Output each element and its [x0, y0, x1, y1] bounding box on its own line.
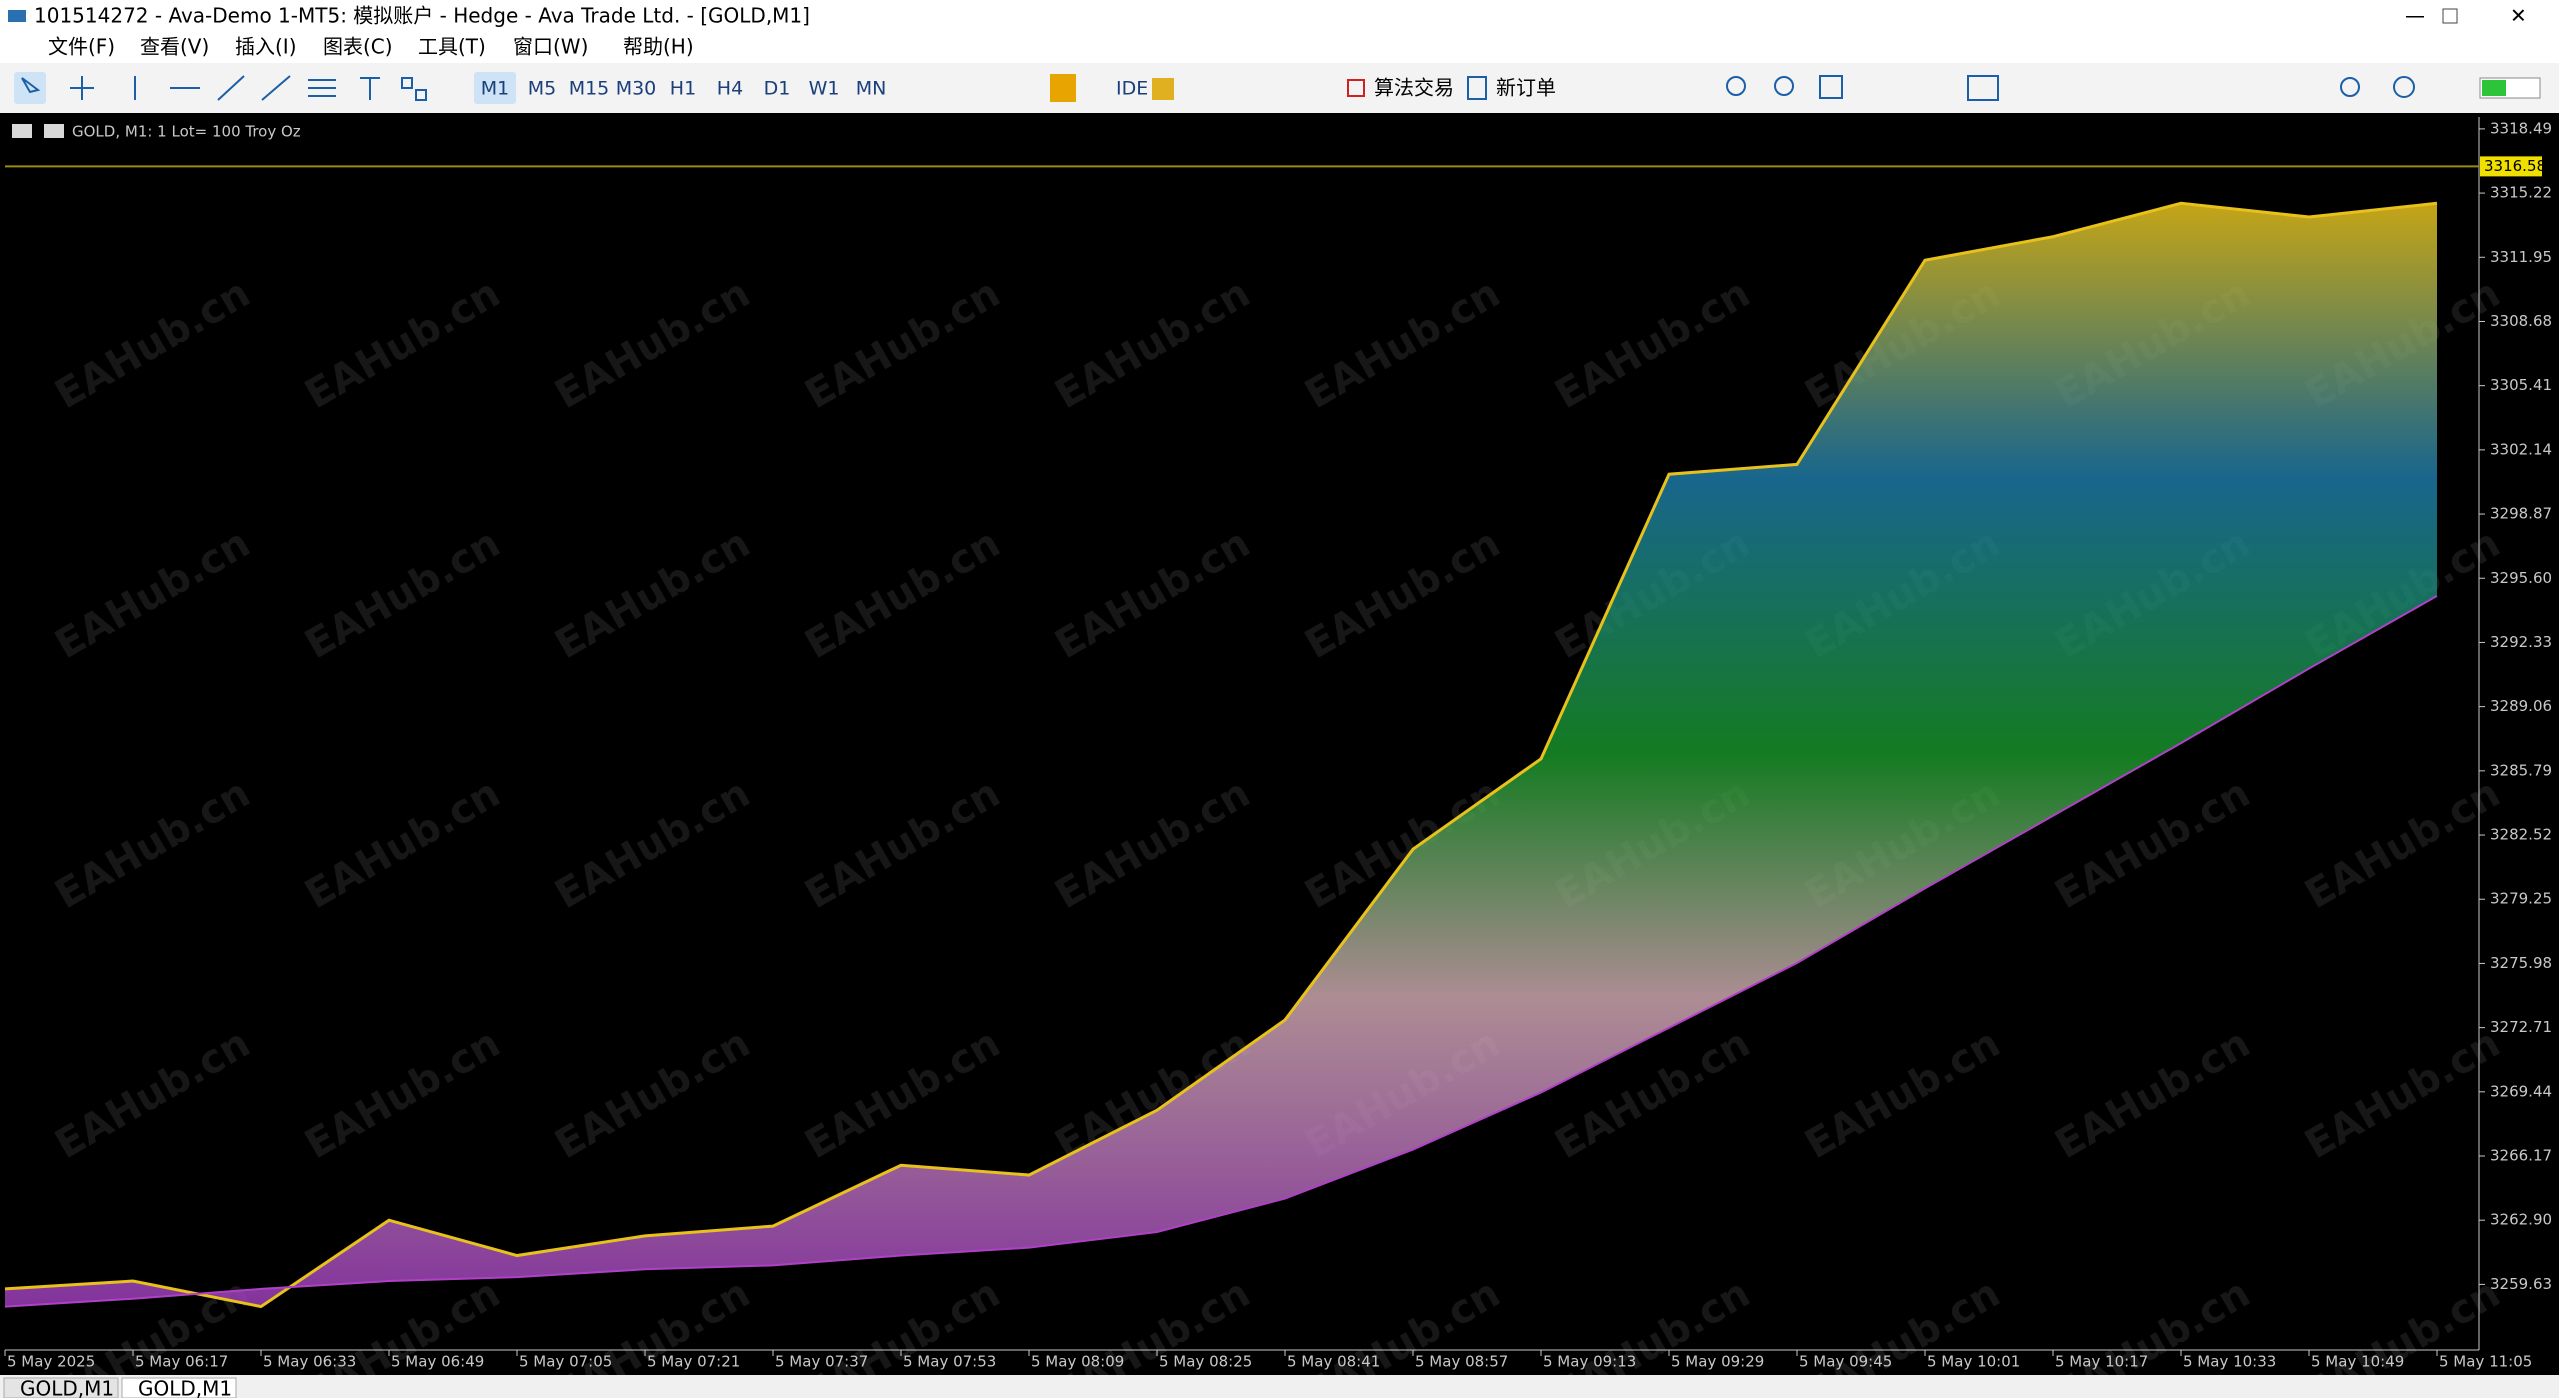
y-tick-label: 3308.68: [2490, 312, 2552, 330]
y-tick-label: 3315.22: [2490, 184, 2552, 202]
y-tick-label: 3305.41: [2490, 376, 2552, 394]
pointer-tool[interactable]: [14, 72, 46, 104]
x-tick-label: 5 May 10:01: [1927, 1353, 2020, 1371]
tab[interactable]: [121, 1377, 237, 1398]
chart-header: GOLD, M1: 1 Lot= 100 Troy Oz: [72, 123, 301, 141]
x-tick-label: 5 May 07:53: [903, 1353, 996, 1371]
price-line: [4, 595, 2438, 1308]
menu-item[interactable]: 查看(V): [140, 35, 209, 59]
timeframe[interactable]: H1: [670, 78, 696, 100]
minimize[interactable]: —: [2405, 4, 2425, 28]
timeframe[interactable]: M5: [528, 78, 556, 100]
algo-icon[interactable]: [1347, 79, 1365, 97]
view-tools: [1726, 75, 2415, 101]
active-timeframe[interactable]: [474, 72, 516, 104]
menu-item[interactable]: 窗口(W): [513, 35, 588, 59]
y-tick-label: 3262.90: [2490, 1211, 2552, 1229]
menu-item[interactable]: 文件(F): [48, 35, 115, 59]
lock-icon[interactable]: [1152, 78, 1174, 100]
x-tick-label: 5 May 07:37: [775, 1353, 868, 1371]
y-tick-label: 3272.71: [2490, 1018, 2552, 1036]
menu-item[interactable]: 工具(T): [418, 35, 486, 59]
app-icon: [8, 10, 26, 22]
y-tick-label: 3266.17: [2490, 1147, 2552, 1165]
price-line: [4, 201, 2438, 1309]
x-tick-label: 5 May 07:05: [519, 1353, 612, 1371]
toolbar: [0, 63, 2559, 113]
x-tick-label: 5 May 08:57: [1415, 1353, 1508, 1371]
x-tick-label: 5 May 08:25: [1159, 1353, 1252, 1371]
x-tick-label: 5 May 2025: [7, 1353, 95, 1371]
new-order[interactable]: 新订单: [1496, 76, 1556, 100]
timeframe[interactable]: W1: [809, 78, 840, 100]
x-tick-label: 5 May 10:33: [2183, 1353, 2276, 1371]
y-tick-label: 3289.06: [2490, 697, 2552, 715]
x-tick-label: 5 May 06:17: [135, 1353, 228, 1371]
menu-bar: [0, 33, 2559, 63]
drawing-tools: [21, 75, 427, 101]
y-tick-label: 3275.98: [2490, 954, 2552, 972]
timeframe[interactable]: M30: [616, 78, 657, 100]
x-tick-label: 5 May 09:29: [1671, 1353, 1764, 1371]
current-price-box: [2480, 156, 2542, 177]
x-tick-label: 5 May 11:05: [2439, 1353, 2532, 1371]
x-tick-label: 5 May 06:33: [263, 1353, 356, 1371]
timeframe[interactable]: D1: [764, 78, 791, 100]
y-tick-label: 3282.52: [2490, 826, 2552, 844]
y-tick-label: 3318.49: [2490, 119, 2552, 137]
tab-bar: [0, 1375, 2559, 1398]
tab-label[interactable]: GOLD,M1: [20, 1377, 114, 1398]
y-tick-label: 3269.44: [2490, 1082, 2552, 1100]
ma-ribbon: [5, 203, 2437, 1307]
window-title: 101514272 - Ava-Demo 1-MT5: 模拟账户 - Hedge…: [34, 4, 810, 28]
y-tick-label: 3295.60: [2490, 569, 2552, 587]
x-tick-label: 5 May 08:09: [1031, 1353, 1124, 1371]
y-tick-label: 3292.33: [2490, 633, 2552, 651]
y-tick-label: 3298.87: [2490, 505, 2552, 523]
title-bar: [0, 0, 2559, 33]
current-price-label: 3316.58: [2484, 157, 2546, 175]
x-tick-label: 5 May 08:41: [1287, 1353, 1380, 1371]
x-tick-label: 5 May 09:13: [1543, 1353, 1636, 1371]
ide-button[interactable]: IDE: [1116, 78, 1148, 100]
menu-item[interactable]: 图表(C): [323, 35, 393, 59]
y-tick-label: 3285.79: [2490, 761, 2552, 779]
tab[interactable]: [3, 1377, 119, 1398]
tab-label[interactable]: GOLD,M1: [138, 1377, 232, 1398]
x-tick-label: 5 May 10:17: [2055, 1353, 2148, 1371]
y-tick-label: 3311.95: [2490, 248, 2552, 266]
menu-item[interactable]: 帮助(H): [623, 35, 694, 59]
market-icon[interactable]: [1050, 74, 1076, 102]
y-tick-label: 3279.25: [2490, 890, 2552, 908]
new-order-icon[interactable]: [1467, 76, 1487, 100]
chart-icon: [12, 124, 32, 138]
timeframe[interactable]: M1: [481, 78, 509, 100]
signal-level: [2482, 80, 2506, 96]
chart-icon: [44, 124, 64, 138]
y-tick-label: 3259.63: [2490, 1275, 2552, 1293]
x-tick-label: 5 May 06:49: [391, 1353, 484, 1371]
maximize[interactable]: [2442, 8, 2458, 24]
y-tick-label: 3302.14: [2490, 440, 2552, 458]
menu-item[interactable]: 插入(I): [235, 35, 297, 59]
timeframe[interactable]: M15: [569, 78, 610, 100]
x-tick-label: 5 May 07:21: [647, 1353, 740, 1371]
close[interactable]: ✕: [2510, 4, 2527, 28]
x-tick-label: 5 May 10:49: [2311, 1353, 2404, 1371]
timeframe[interactable]: H4: [717, 78, 743, 100]
algo-trading[interactable]: 算法交易: [1374, 76, 1454, 100]
x-tick-label: 5 May 09:45: [1799, 1353, 1892, 1371]
timeframe[interactable]: MN: [856, 78, 887, 100]
